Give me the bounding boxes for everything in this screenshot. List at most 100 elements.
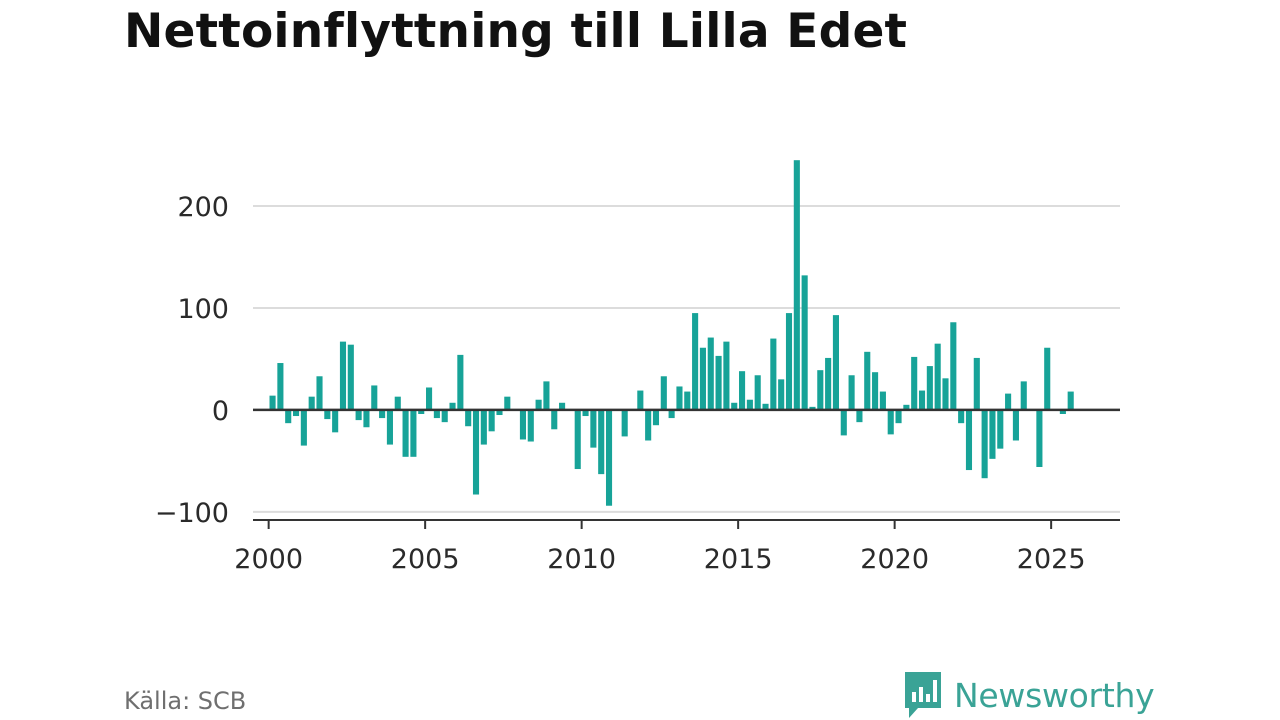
newsworthy-logo-icon bbox=[905, 672, 941, 718]
bar bbox=[793, 160, 800, 410]
bar bbox=[872, 372, 879, 410]
bar bbox=[590, 409, 597, 448]
x-tick-label: 2025 bbox=[1017, 544, 1086, 575]
bar bbox=[926, 366, 933, 410]
bar bbox=[285, 409, 292, 424]
bar bbox=[621, 409, 628, 437]
bar bbox=[950, 322, 957, 410]
bar bbox=[739, 371, 746, 410]
bars bbox=[269, 160, 1074, 506]
bar bbox=[981, 409, 988, 479]
bar bbox=[660, 376, 667, 410]
bar bbox=[300, 409, 307, 446]
bar bbox=[699, 347, 706, 410]
bar bbox=[864, 351, 871, 410]
bar bbox=[324, 409, 331, 420]
bar bbox=[519, 409, 527, 440]
bar bbox=[668, 409, 675, 419]
bar bbox=[1020, 381, 1027, 410]
bar bbox=[958, 409, 965, 424]
bar bbox=[371, 385, 378, 410]
bar bbox=[363, 409, 370, 428]
bar bbox=[605, 409, 613, 506]
bar bbox=[1012, 409, 1019, 441]
y-tick-label: 0 bbox=[212, 396, 229, 427]
source-note: Källa: SCB bbox=[124, 687, 247, 715]
bar bbox=[316, 376, 323, 410]
bar bbox=[449, 402, 456, 410]
x-tick-label: 2000 bbox=[234, 544, 303, 575]
bar bbox=[785, 313, 793, 410]
x-tick-label: 2005 bbox=[391, 544, 460, 575]
bar bbox=[1036, 409, 1043, 467]
bar bbox=[879, 391, 886, 410]
bar bbox=[480, 409, 487, 445]
bar bbox=[441, 409, 448, 423]
bar bbox=[778, 379, 785, 410]
bar bbox=[715, 355, 722, 410]
x-tick-label: 2015 bbox=[704, 544, 773, 575]
chart-title: Nettoinflyttning till Lilla Edet bbox=[124, 4, 908, 59]
bar bbox=[332, 409, 339, 433]
bar bbox=[394, 396, 401, 410]
bar bbox=[918, 390, 926, 410]
bar bbox=[504, 396, 511, 410]
bar bbox=[386, 409, 393, 445]
bar bbox=[707, 337, 714, 410]
bar bbox=[551, 409, 558, 430]
bar bbox=[527, 409, 534, 442]
bar bbox=[472, 409, 480, 495]
bar bbox=[418, 409, 425, 414]
bar bbox=[433, 409, 440, 419]
bar bbox=[840, 409, 847, 436]
y-tick-label: 100 bbox=[177, 294, 229, 325]
bar bbox=[355, 409, 362, 421]
x-tick-label: 2010 bbox=[547, 544, 616, 575]
bar bbox=[598, 409, 605, 475]
bar bbox=[1067, 391, 1074, 410]
bar bbox=[965, 409, 973, 471]
bar bbox=[832, 315, 839, 410]
bar bbox=[582, 409, 589, 417]
bar bbox=[676, 386, 683, 410]
bar bbox=[277, 363, 284, 410]
bar bbox=[746, 399, 753, 410]
bar bbox=[825, 357, 832, 410]
bar bbox=[535, 399, 542, 410]
bar bbox=[1044, 347, 1051, 410]
bar bbox=[574, 409, 581, 470]
brand-name: Newsworthy bbox=[954, 675, 1155, 715]
bar bbox=[942, 378, 949, 410]
bar bbox=[426, 387, 433, 410]
bar bbox=[559, 402, 566, 410]
bar bbox=[770, 338, 777, 410]
bar bbox=[856, 409, 863, 423]
bar bbox=[496, 409, 503, 416]
x-tick-label: 2020 bbox=[860, 544, 929, 575]
bar bbox=[269, 395, 276, 410]
bar bbox=[1059, 409, 1066, 414]
bar bbox=[848, 375, 855, 410]
bar bbox=[339, 341, 347, 410]
bar bbox=[684, 391, 691, 410]
bar bbox=[801, 275, 808, 410]
bar bbox=[911, 356, 918, 410]
bar bbox=[645, 409, 652, 441]
bar bbox=[895, 409, 902, 424]
bar bbox=[817, 370, 824, 410]
bar bbox=[379, 409, 386, 419]
bar bbox=[347, 344, 354, 410]
bar bbox=[1005, 393, 1012, 410]
bar bbox=[903, 404, 910, 410]
axes: −100 0 100 200 2000 2005 2010 2015 2020 2025 bbox=[155, 192, 1120, 575]
bar bbox=[543, 381, 550, 410]
bar bbox=[754, 375, 761, 410]
brand-logo: Newsworthy bbox=[902, 670, 1155, 720]
bar bbox=[652, 409, 660, 426]
bar bbox=[692, 313, 699, 410]
bar bbox=[762, 403, 769, 410]
bar bbox=[997, 409, 1004, 449]
bar bbox=[457, 354, 464, 410]
bar bbox=[809, 406, 816, 410]
